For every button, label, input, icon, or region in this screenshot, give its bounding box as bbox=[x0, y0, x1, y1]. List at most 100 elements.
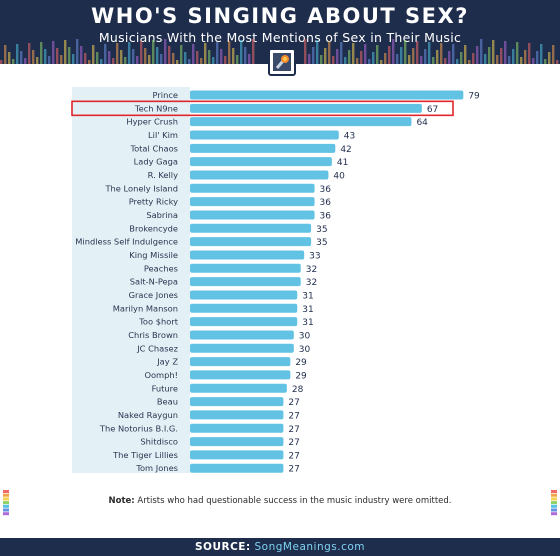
equalizer-bar bbox=[496, 55, 499, 64]
value-label: 29 bbox=[295, 371, 307, 381]
equalizer-bar bbox=[180, 45, 183, 64]
equalizer-bar bbox=[136, 56, 139, 64]
equalizer-bar bbox=[192, 44, 195, 64]
category-label: R. Kelly bbox=[148, 170, 178, 180]
bar bbox=[190, 103, 422, 113]
category-label: Shitdisco bbox=[140, 437, 178, 447]
equalizer-bar bbox=[224, 56, 227, 64]
equalizer-bar bbox=[48, 56, 51, 64]
equalizer-bar bbox=[360, 51, 363, 64]
equalizer-bar bbox=[112, 58, 115, 64]
equalizer-bar bbox=[124, 57, 127, 64]
category-label: Chris Brown bbox=[128, 330, 178, 340]
equalizer-bar bbox=[20, 51, 23, 64]
equalizer-bar bbox=[504, 41, 507, 64]
equalizer-bar bbox=[40, 42, 43, 64]
equalizer-bar bbox=[364, 44, 367, 64]
value-label: 27 bbox=[288, 451, 299, 461]
note-stripe bbox=[551, 504, 557, 508]
equalizer-bar bbox=[420, 56, 423, 64]
category-label: Grace Jones bbox=[129, 290, 178, 300]
category-label: The Tiger Lillies bbox=[112, 450, 178, 460]
equalizer-bar bbox=[28, 43, 31, 64]
equalizer-bar bbox=[176, 60, 179, 64]
note-stripe bbox=[551, 508, 557, 512]
equalizer-bar bbox=[556, 60, 559, 64]
value-label: 28 bbox=[292, 385, 304, 395]
labels-panel bbox=[72, 87, 190, 473]
value-label: 36 bbox=[320, 198, 332, 208]
value-label: 35 bbox=[316, 225, 327, 235]
note-body: Artists who had questionable success in … bbox=[137, 496, 452, 506]
equalizer-bar bbox=[308, 54, 311, 64]
equalizer-bar bbox=[84, 53, 87, 64]
equalizer-bar bbox=[160, 54, 163, 64]
bar bbox=[190, 450, 284, 460]
category-label: Hyper Crush bbox=[126, 117, 178, 127]
equalizer-bar bbox=[172, 53, 175, 64]
bar bbox=[190, 357, 291, 367]
equalizer-bar bbox=[516, 42, 519, 64]
equalizer-bar bbox=[340, 42, 343, 64]
note-border-left bbox=[3, 490, 9, 516]
note-stripe bbox=[551, 490, 557, 493]
value-label: 32 bbox=[306, 278, 317, 288]
value-label: 27 bbox=[288, 465, 299, 475]
bar bbox=[190, 197, 315, 207]
category-label: Total Chaos bbox=[129, 143, 178, 153]
note-stripe bbox=[3, 504, 9, 508]
equalizer-bar bbox=[88, 60, 91, 64]
category-label: Salt-N-Pepa bbox=[130, 277, 178, 287]
equalizer-bar bbox=[444, 58, 447, 64]
value-label: 35 bbox=[316, 238, 327, 248]
equalizer-bar bbox=[156, 47, 159, 64]
note-stripe bbox=[3, 493, 9, 497]
equalizer-bar bbox=[484, 54, 487, 64]
equalizer-bar bbox=[368, 59, 371, 64]
equalizer-bar bbox=[464, 45, 467, 64]
category-label: Too $hort bbox=[138, 317, 178, 327]
header-banner: WHO'S SINGING ABOUT SEX? Musicians With … bbox=[0, 0, 560, 64]
category-label: King Missile bbox=[129, 250, 178, 260]
equalizer-bar bbox=[188, 59, 191, 64]
equalizer-bar bbox=[480, 39, 483, 64]
bar bbox=[190, 343, 294, 353]
value-label: 30 bbox=[299, 345, 311, 355]
category-label: The Notorius B.I.G. bbox=[99, 423, 178, 433]
equalizer-bar bbox=[536, 51, 539, 64]
equalizer-bar bbox=[96, 52, 99, 64]
value-label: 27 bbox=[288, 398, 299, 408]
equalizer-bar bbox=[356, 58, 359, 64]
note-stripe bbox=[3, 497, 9, 501]
source-link[interactable]: SongMeanings.com bbox=[254, 541, 366, 553]
value-label: 32 bbox=[306, 265, 317, 275]
bar bbox=[190, 157, 332, 167]
equalizer-bar bbox=[544, 59, 547, 64]
equalizer-bar bbox=[56, 48, 59, 64]
equalizer-bar bbox=[476, 46, 479, 64]
equalizer-bar bbox=[508, 56, 511, 64]
category-label: Prince bbox=[153, 90, 179, 100]
bar bbox=[190, 223, 312, 233]
value-label: 36 bbox=[320, 185, 332, 195]
category-label: Tech N9ne bbox=[134, 103, 178, 113]
equalizer-bar bbox=[92, 45, 95, 64]
category-label: Tom Jones bbox=[135, 463, 178, 473]
value-label: 36 bbox=[320, 211, 332, 221]
category-label: Brokencyde bbox=[129, 223, 178, 233]
equalizer-bar bbox=[460, 52, 463, 64]
note-stripe bbox=[3, 508, 9, 512]
equalizer-bar bbox=[64, 40, 67, 64]
category-label: JC Chasez bbox=[136, 343, 178, 353]
bar bbox=[190, 183, 315, 193]
value-label: 29 bbox=[295, 358, 307, 368]
equalizer-bar bbox=[396, 54, 399, 64]
equalizer-bar bbox=[384, 53, 387, 64]
equalizer-bar bbox=[436, 50, 439, 64]
equalizer-bar bbox=[44, 49, 47, 64]
equalizer-bar bbox=[428, 42, 431, 64]
equalizer-bar bbox=[204, 43, 207, 64]
equalizer-bar bbox=[388, 46, 391, 64]
value-label: 30 bbox=[299, 331, 311, 341]
equalizer-bar bbox=[528, 43, 531, 64]
